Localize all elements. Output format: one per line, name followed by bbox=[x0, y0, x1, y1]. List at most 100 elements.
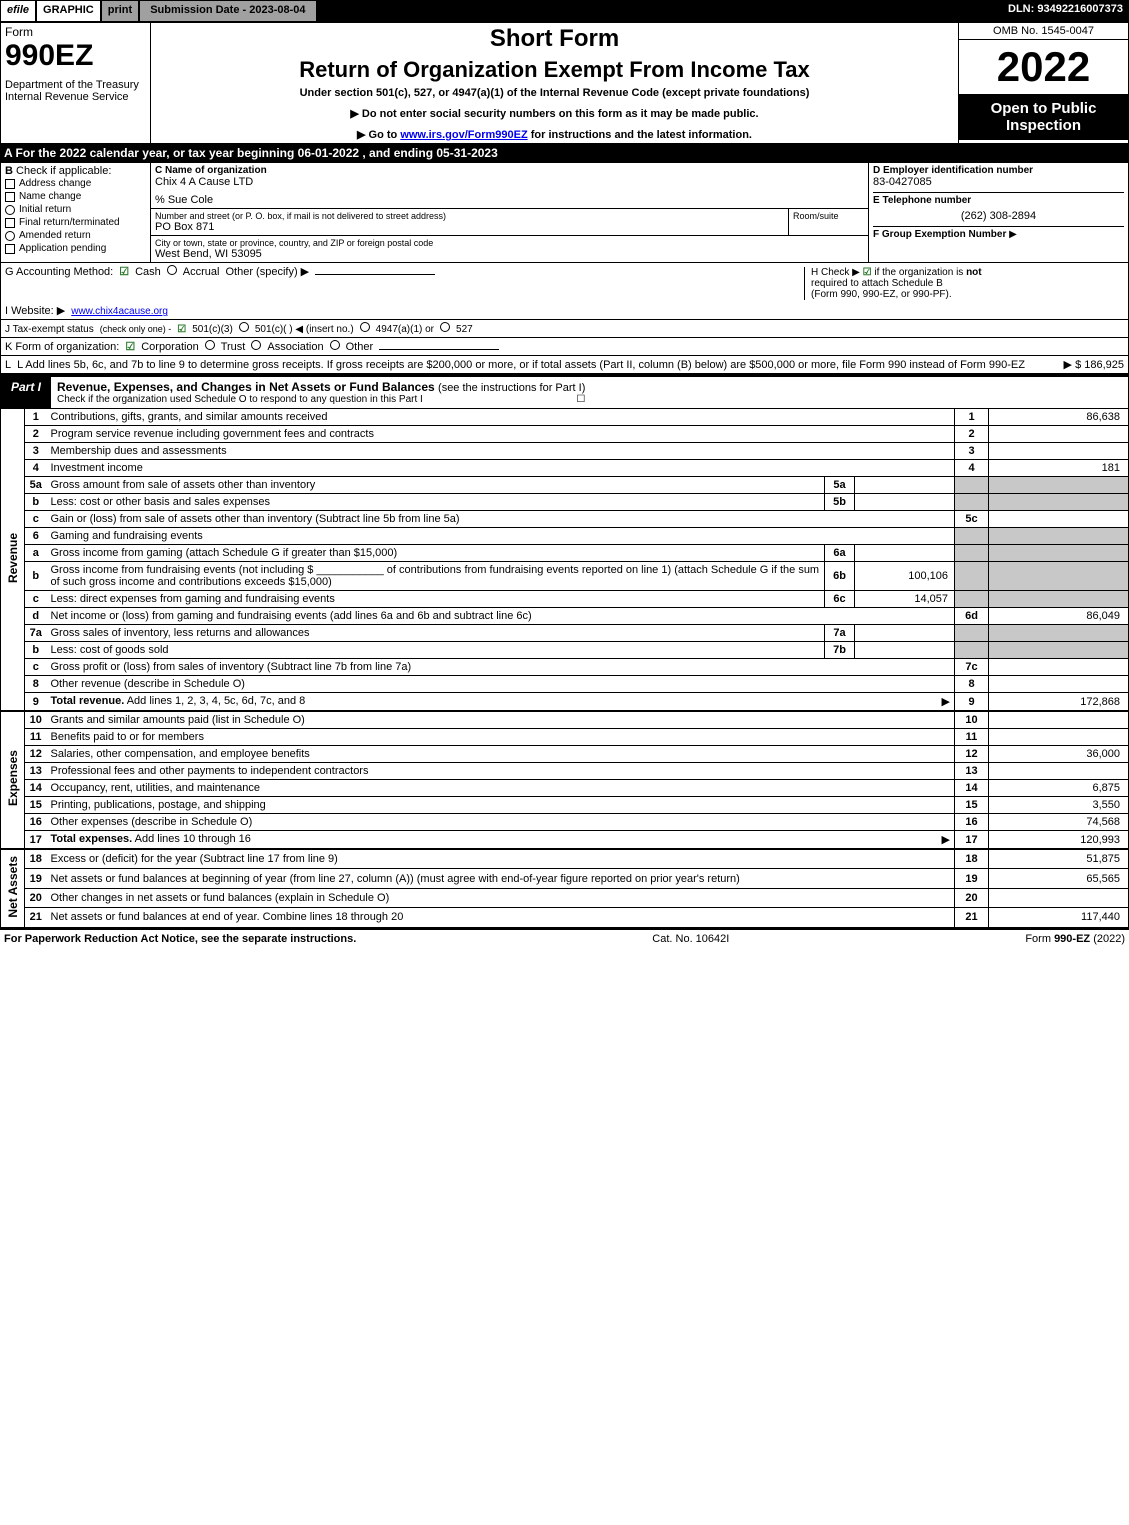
check-name-change[interactable]: Name change bbox=[5, 190, 146, 203]
j-4947-check[interactable] bbox=[360, 322, 370, 332]
footer-right-post: (2022) bbox=[1090, 933, 1125, 945]
check-initial-return[interactable]: Initial return bbox=[5, 203, 146, 216]
form-number: 990EZ bbox=[5, 39, 146, 73]
part1-header: Part I Revenue, Expenses, and Changes in… bbox=[0, 375, 1129, 409]
line-value-cell: 74,568 bbox=[989, 814, 1129, 831]
line-description: Less: cost of goods sold bbox=[47, 642, 825, 659]
line-description: Professional fees and other payments to … bbox=[47, 763, 955, 780]
box-def: D Employer identification number 83-0427… bbox=[869, 163, 1129, 263]
j-501c-check[interactable] bbox=[239, 322, 249, 332]
check-final-return[interactable]: Final return/terminated bbox=[5, 216, 146, 229]
line-label-cell: 13 bbox=[955, 763, 989, 780]
line-value-cell: 6,875 bbox=[989, 780, 1129, 797]
check-application-pending[interactable]: Application pending bbox=[5, 242, 146, 255]
line-value-cell: 120,993 bbox=[989, 831, 1129, 850]
line-label-cell: 5c bbox=[955, 511, 989, 528]
j-527-check[interactable] bbox=[440, 322, 450, 332]
group-label: F Group Exemption Number bbox=[873, 229, 1006, 240]
line-label-cell: 18 bbox=[955, 849, 989, 869]
accrual-check[interactable] bbox=[167, 265, 177, 275]
line-description: Other changes in net assets or fund bala… bbox=[47, 888, 955, 907]
city-value: West Bend, WI 53095 bbox=[155, 248, 864, 260]
street-value: PO Box 871 bbox=[155, 221, 784, 233]
k-trust-check[interactable] bbox=[205, 340, 215, 350]
k-assoc-label: Association bbox=[267, 341, 323, 353]
mid-line-label: 7a bbox=[825, 625, 855, 642]
line-number: 20 bbox=[25, 888, 47, 907]
phone-label: E Telephone number bbox=[873, 192, 1124, 206]
part1-check-line: Check if the organization used Schedule … bbox=[57, 394, 423, 405]
box-b: B Check if applicable: Address change Na… bbox=[1, 163, 151, 263]
graphic-label: GRAPHIC bbox=[36, 0, 101, 22]
line-value-cell bbox=[989, 443, 1129, 460]
line-label-cell: 4 bbox=[955, 460, 989, 477]
mid-line-label: 5a bbox=[825, 477, 855, 494]
box-c-name-label: C Name of organization bbox=[155, 165, 864, 176]
j-501c3-check-icon: ☑ bbox=[177, 324, 186, 335]
k-other-input[interactable] bbox=[379, 349, 499, 350]
instruction-link-post: for instructions and the latest informat… bbox=[528, 129, 752, 141]
line-value-cell bbox=[989, 729, 1129, 746]
h-text-post: if the organization is bbox=[874, 267, 966, 278]
footer-right-pre: Form bbox=[1025, 933, 1054, 945]
cash-check-icon: ☑ bbox=[119, 265, 129, 278]
line-value-cell bbox=[989, 494, 1129, 511]
line-value-cell bbox=[989, 528, 1129, 545]
group-arrow: ▶ bbox=[1009, 229, 1017, 240]
line-number: 2 bbox=[25, 426, 47, 443]
print-button[interactable]: print bbox=[101, 0, 139, 22]
line-label-cell bbox=[955, 562, 989, 591]
j-501c-label: 501(c)( ) ◀ (insert no.) bbox=[255, 324, 354, 335]
ein-label: D Employer identification number bbox=[873, 165, 1124, 176]
box-c-city: City or town, state or province, country… bbox=[151, 236, 869, 263]
check-initial-return-label: Initial return bbox=[19, 204, 71, 215]
box-b-letter: B bbox=[5, 165, 13, 177]
line-number: b bbox=[25, 494, 47, 511]
k-trust-label: Trust bbox=[221, 341, 246, 353]
line-g-label: G Accounting Method: bbox=[5, 266, 113, 278]
line-label-cell bbox=[955, 545, 989, 562]
line-description: Gross income from fundraising events (no… bbox=[47, 562, 825, 591]
line-number: b bbox=[25, 562, 47, 591]
check-amended-return-label: Amended return bbox=[19, 230, 91, 241]
other-specify-input[interactable] bbox=[315, 274, 435, 275]
line-label-cell bbox=[955, 625, 989, 642]
line-value-cell bbox=[989, 763, 1129, 780]
return-title: Return of Organization Exempt From Incom… bbox=[155, 57, 954, 83]
check-address-change[interactable]: Address change bbox=[5, 177, 146, 190]
line-l-text: L Add lines 5b, 6c, and 7b to line 9 to … bbox=[17, 359, 1057, 371]
line-label-cell: 3 bbox=[955, 443, 989, 460]
j-501c3-label: 501(c)(3) bbox=[192, 324, 233, 335]
line-j: J Tax-exempt status (check only one) - ☑… bbox=[0, 320, 1129, 338]
mid-line-value: 100,106 bbox=[855, 562, 955, 591]
line-description: Gain or (loss) from sale of assets other… bbox=[47, 511, 955, 528]
open-to-public: Open to Public Inspection bbox=[959, 94, 1128, 140]
line-label-cell bbox=[955, 591, 989, 608]
k-corp-check-icon: ☑ bbox=[125, 340, 135, 353]
line-number: d bbox=[25, 608, 47, 625]
line-label-cell: 12 bbox=[955, 746, 989, 763]
line-label-cell: 7c bbox=[955, 659, 989, 676]
irs-link[interactable]: www.irs.gov/Form990EZ bbox=[400, 129, 527, 141]
room-label: Room/suite bbox=[788, 209, 868, 235]
line-label-cell: 2 bbox=[955, 426, 989, 443]
org-name: Chix 4 A Cause LTD bbox=[155, 176, 864, 188]
phone-value: (262) 308-2894 bbox=[873, 210, 1124, 222]
h-text2: required to attach Schedule B bbox=[811, 278, 1124, 289]
check-name-change-label: Name change bbox=[19, 191, 81, 202]
line-number: 5a bbox=[25, 477, 47, 494]
tax-year: 2022 bbox=[959, 40, 1128, 94]
part1-title-text: Revenue, Expenses, and Changes in Net As… bbox=[57, 380, 435, 394]
line-label-cell: 9 bbox=[955, 693, 989, 712]
part1-check-box[interactable]: ☐ bbox=[576, 394, 585, 405]
line-k: K Form of organization: ☑ Corporation Tr… bbox=[0, 338, 1129, 356]
website-link[interactable]: www.chix4acause.org bbox=[71, 306, 168, 317]
line-number: c bbox=[25, 659, 47, 676]
h-check-icon: ☑ bbox=[863, 267, 872, 278]
line-number: 17 bbox=[25, 831, 47, 850]
k-other-check[interactable] bbox=[330, 340, 340, 350]
check-amended-return[interactable]: Amended return bbox=[5, 229, 146, 242]
k-assoc-check[interactable] bbox=[251, 340, 261, 350]
top-bar: efile GRAPHIC print Submission Date - 20… bbox=[0, 0, 1129, 22]
j-527-label: 527 bbox=[456, 324, 473, 335]
